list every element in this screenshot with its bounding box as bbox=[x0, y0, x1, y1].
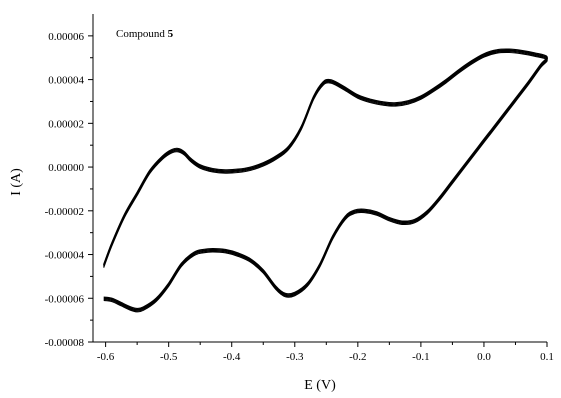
y-tick-label: -0.00002 bbox=[45, 206, 84, 218]
y-tick-label: -0.00006 bbox=[45, 293, 85, 305]
annotation-text: Compound bbox=[116, 28, 168, 40]
y-tick-label: 0.00002 bbox=[48, 118, 84, 130]
y-tick-label: -0.00004 bbox=[45, 250, 85, 262]
x-axis-title: E (V) bbox=[304, 378, 336, 393]
y-tick-label: 0.00000 bbox=[48, 162, 84, 174]
x-tick-label: 0.1 bbox=[540, 351, 554, 363]
plot-area bbox=[102, 48, 548, 313]
x-tick-label: -0.3 bbox=[286, 351, 304, 363]
cv-curve bbox=[103, 50, 548, 312]
x-tick-label: -0.2 bbox=[349, 351, 366, 363]
compound-annotation: Compound 5 bbox=[116, 28, 174, 40]
x-tick-label: -0.5 bbox=[160, 351, 178, 363]
y-tick-label: 0.00006 bbox=[48, 31, 84, 43]
y-tick-label: -0.00008 bbox=[45, 337, 85, 349]
y-axis-title: I (A) bbox=[9, 168, 24, 196]
annotation-compound-number: 5 bbox=[168, 28, 174, 40]
x-tick-label: -0.6 bbox=[97, 351, 115, 363]
x-tick-label: -0.1 bbox=[412, 351, 429, 363]
x-tick-label: 0.0 bbox=[477, 351, 491, 363]
cv-curve bbox=[103, 51, 548, 313]
x-tick-label: -0.4 bbox=[223, 351, 241, 363]
cv-curve bbox=[102, 49, 548, 311]
axes: -0.6 -0.5 -0.4 -0.3 -0.2 -0.1 0.0 0.1 -0.00008 -0… bbox=[45, 14, 554, 363]
cv-curve bbox=[103, 48, 548, 309]
y-tick-label: 0.00004 bbox=[48, 75, 84, 87]
